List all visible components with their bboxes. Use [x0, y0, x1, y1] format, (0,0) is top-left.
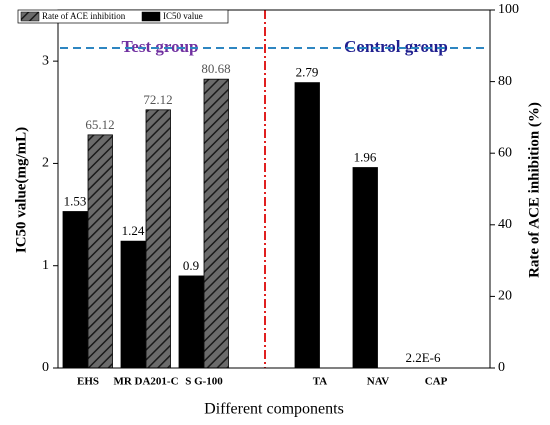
- bar: [203, 78, 229, 369]
- bar: [145, 109, 171, 369]
- legend-label: IC50 value: [163, 11, 203, 21]
- x-tick-label: EHS: [77, 376, 99, 388]
- bar: [352, 167, 378, 369]
- y2-tick-label: 60: [498, 145, 512, 160]
- bar: [87, 134, 113, 369]
- bar: [178, 275, 204, 369]
- value-label: 1.24: [122, 223, 145, 238]
- y-axis-title: IC50 value(mg/mL): [13, 127, 29, 253]
- x-tick-label: CAP: [425, 376, 448, 388]
- bar: [294, 82, 320, 369]
- value-label: 2.79: [296, 65, 319, 80]
- value-label: 2.2E-6: [405, 350, 441, 365]
- value-label: 80.68: [201, 61, 230, 76]
- y-tick-label: 3: [42, 53, 49, 68]
- legend-box: [17, 9, 229, 24]
- y-tick-label: 0: [42, 360, 49, 375]
- x-axis-title: Different components: [204, 401, 344, 418]
- annotation: Control group: [344, 37, 448, 56]
- x-tick-label: MR DA201-C: [113, 376, 178, 388]
- x-tick-label: S G-100: [185, 376, 223, 388]
- y2-axis-title: Rate of ACE inhibition (%): [526, 102, 542, 278]
- y2-tick-label: 100: [498, 2, 519, 17]
- x-tick-label: NAV: [367, 376, 389, 388]
- y2-tick-label: 20: [498, 289, 512, 304]
- bar: [120, 240, 146, 369]
- legend-label: Rate of ACE inhibition: [42, 11, 126, 21]
- value-label: 72.12: [143, 92, 172, 107]
- y2-tick-label: 40: [498, 217, 512, 232]
- x-tick-label: TA: [313, 376, 328, 388]
- value-label: 1.53: [64, 193, 87, 208]
- value-label: 0.9: [183, 258, 199, 273]
- plot-frame: [57, 9, 491, 369]
- y2-tick-label: 0: [498, 360, 505, 375]
- legend-swatch: [141, 11, 161, 22]
- annotation: Test group: [122, 37, 199, 56]
- bar: [62, 211, 88, 369]
- y2-tick-label: 80: [498, 74, 512, 89]
- value-label: 1.96: [354, 150, 377, 165]
- y-tick-label: 1: [42, 258, 49, 273]
- value-label: 65.12: [85, 117, 114, 132]
- legend-swatch: [20, 11, 40, 22]
- y-tick-label: 2: [42, 156, 49, 171]
